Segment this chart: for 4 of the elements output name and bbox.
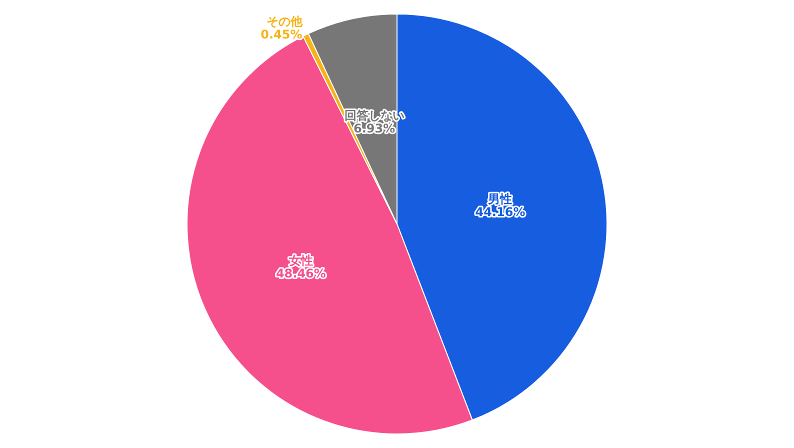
slice-label: 男性 xyxy=(487,192,512,206)
slice-label: その他 xyxy=(266,14,304,29)
data-label: 0.45% xyxy=(260,28,302,42)
slice-label: 女性 xyxy=(288,253,313,268)
